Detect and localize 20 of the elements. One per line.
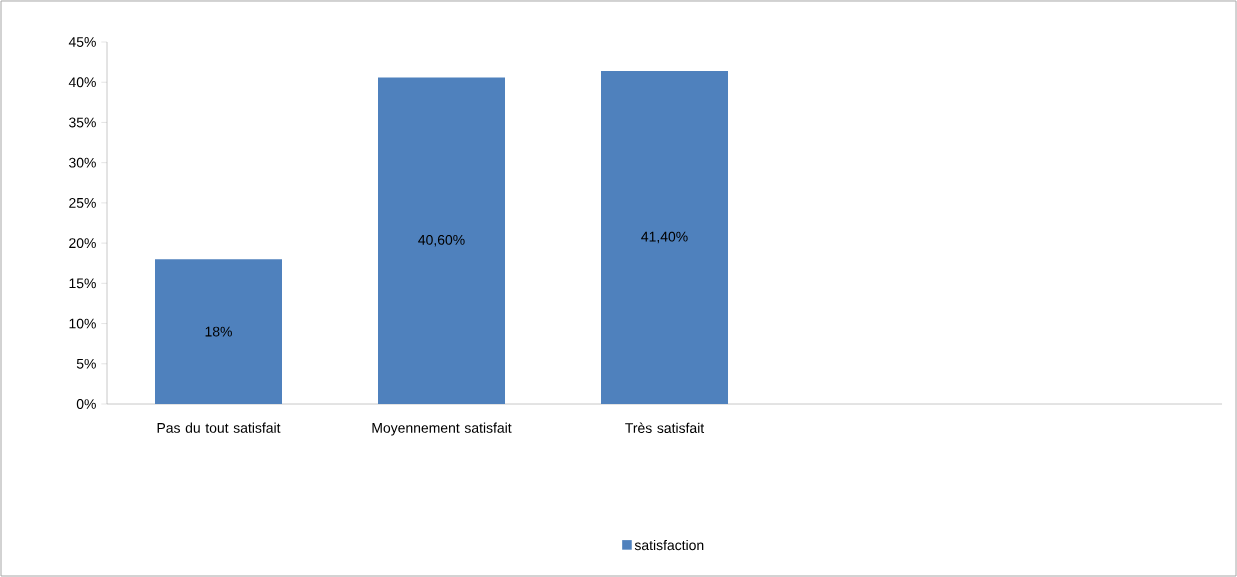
x-tick-label: Pas du tout satisfait [157,422,281,433]
y-tick-label: 45% [68,37,96,47]
y-tick-label: 15% [69,278,96,289]
y-tick-label: 40% [68,77,96,88]
x-tick-label: Moyennement satisfait [372,422,512,436]
y-tick-label: 35% [69,117,96,128]
legend-label: satisfaction [634,539,704,551]
y-tick-label: 25% [69,197,96,208]
bar [378,77,506,404]
data-label: 40,60% [418,234,465,247]
x-tick-label: Très satisfait [625,422,705,433]
y-tick-label: 0% [76,399,96,409]
y-tick-label: 10% [69,318,96,329]
bar [601,70,729,404]
y-tick-label: 20% [69,238,96,249]
data-label: 18% [205,326,232,337]
y-tick-label: 5% [76,358,96,369]
y-tick-label: 30% [69,157,96,168]
bar [155,259,282,404]
data-label: 41,40% [641,231,688,244]
